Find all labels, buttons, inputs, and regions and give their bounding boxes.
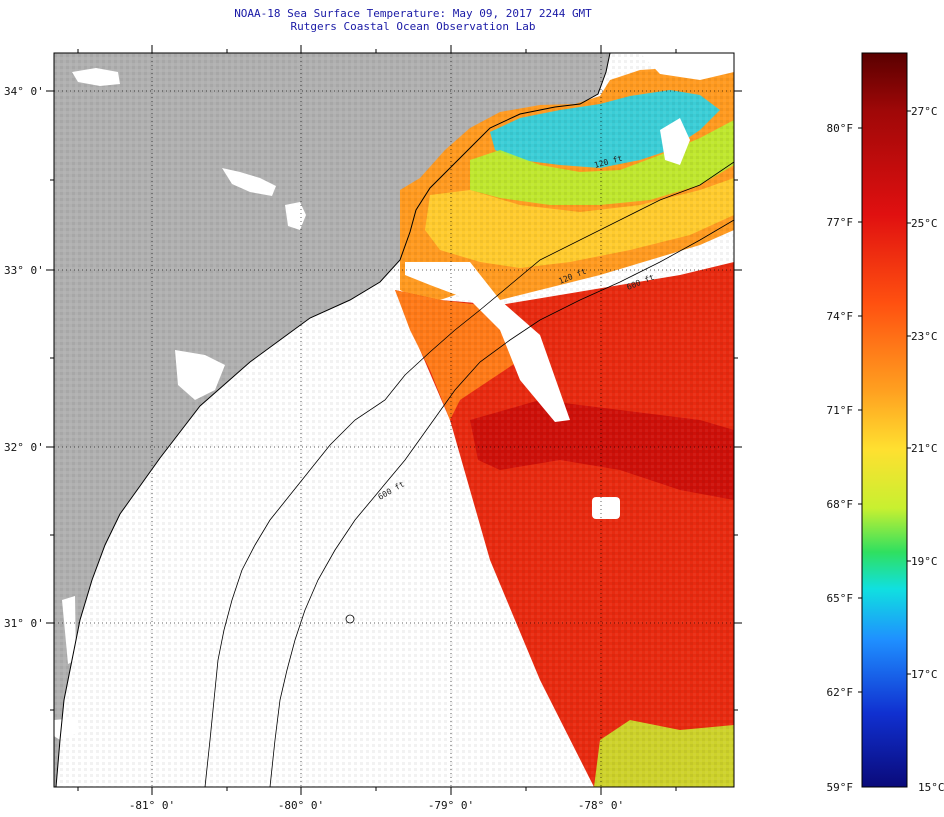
colorbar: 80°F 77°F 74°F 71°F 68°F 65°F 62°F 59°F … (827, 52, 944, 794)
cloud-gap-coastal (660, 118, 690, 165)
colorbar-c-17: 17°C (911, 668, 938, 681)
colorbar-f-77: 77°F (827, 216, 854, 229)
land-spot-2 (222, 168, 276, 196)
lat-label-34: 34° 0' (4, 85, 44, 98)
lon-label-78: -78° 0' (578, 799, 624, 812)
colorbar-f-71: 71°F (827, 404, 854, 417)
sst-texture (54, 53, 734, 787)
map-frame (53, 52, 735, 788)
title-line-1: NOAA-18 Sea Surface Temperature: May 09,… (234, 7, 592, 20)
colorbar-c-25: 25°C (911, 217, 938, 230)
colorbar-c-19: 19°C (911, 555, 938, 568)
map-area: 120 ft 600 ft 600 ft 120 ft (54, 53, 734, 787)
land-spot-5 (62, 596, 76, 664)
colorbar-c-23: 23°C (911, 330, 938, 343)
colorbar-f-62: 62°F (827, 686, 854, 699)
cloud-gap-northeast (640, 53, 734, 80)
colorbar-f-74: 74°F (827, 310, 854, 323)
lon-label-80: -80° 0' (278, 799, 324, 812)
lon-label-79: -79° 0' (428, 799, 474, 812)
graticule (54, 53, 734, 787)
colorbar-f-65: 65°F (827, 592, 854, 605)
colorbar-f-59: 59°F (827, 781, 854, 794)
colorbar-f-68: 68°F (827, 498, 854, 511)
map-ticks (46, 45, 742, 795)
lat-label-33: 33° 0' (4, 264, 44, 277)
colorbar-f-80: 80°F (827, 122, 854, 135)
lon-label-81: -81° 0' (129, 799, 175, 812)
contour-600ft (269, 219, 734, 787)
coastline (55, 53, 611, 787)
lat-label-32: 32° 0' (4, 441, 44, 454)
cloud-gap-strip (405, 262, 570, 422)
contour-120ft (204, 161, 734, 787)
colorbar-gradient (861, 52, 908, 788)
colorbar-c-27: 27°C (911, 105, 938, 118)
land-spot-6 (175, 350, 225, 400)
land-spot-1 (72, 68, 120, 86)
colorbar-ticks (858, 110, 911, 693)
colorbar-c-21: 21°C (911, 442, 938, 455)
colorbar-c-15: 15°C (918, 781, 944, 794)
title-line-2: Rutgers Coastal Ocean Observation Lab (290, 20, 536, 33)
cloud-gap-spot (592, 497, 620, 519)
lat-label-31: 31° 0' (4, 617, 44, 630)
